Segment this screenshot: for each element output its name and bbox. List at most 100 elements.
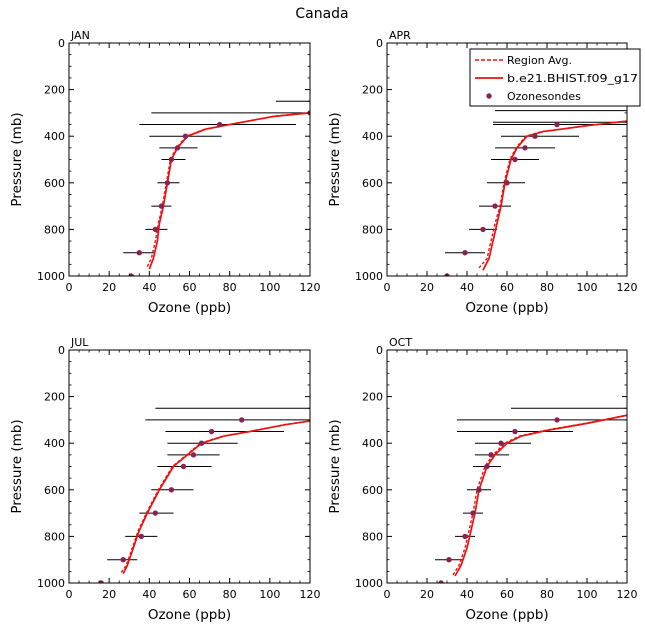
legend-region-avg-label: Region Avg. [507, 54, 572, 67]
region-avg-line [478, 120, 627, 269]
ozonesonde-point [498, 440, 504, 446]
x-tick-label: 60 [183, 281, 197, 294]
x-tick-label: 20 [420, 588, 434, 601]
plot-frame [68, 42, 311, 277]
figure-title: Canada [295, 6, 348, 22]
y-tick-label: 400 [362, 130, 383, 143]
ozonesonde-point [462, 250, 468, 256]
panel-oct: 0 20 40 60 80 100 120 0 200 400 600 800 1000 OCT Ozone… [327, 336, 638, 623]
panel-apr: 0 20 40 60 80 100 120 0 200 400 600 800 1000 APR Ozone… [327, 29, 638, 316]
y-tick-label: 200 [362, 391, 383, 404]
x-tick-label: 120 [617, 588, 638, 601]
y-axis-label: Pressure (mb) [9, 419, 25, 513]
x-tick-label: 0 [66, 281, 73, 294]
region-avg-line [120, 420, 310, 573]
y-tick-label: 0 [58, 37, 65, 50]
x-tick-label: 100 [259, 281, 280, 294]
plot-area [425, 407, 627, 583]
ozonesonde-point [98, 580, 104, 583]
model-line [122, 420, 310, 575]
ozonesonde-point [152, 226, 159, 233]
legend-model-label: b.e21.BHIST.f09_g17 [507, 72, 638, 85]
x-tick-label: 40 [460, 588, 474, 601]
legend: Region Avg. b.e21.BHIST.f09_g17 Ozonesonde… [469, 48, 641, 107]
panel-jan: 0 20 40 60 80 100 120 0 200 400 600 800 1000 JAN Ozone… [9, 29, 321, 316]
y-tick-label: 800 [362, 223, 383, 236]
ozonesonde-point [446, 557, 452, 563]
panel-jul: 0 20 40 60 80 100 120 0 200 400 600 800 1000 JUL Ozone… [9, 336, 321, 623]
y-tick-label: 1000 [37, 270, 65, 283]
y-tick-label: 0 [376, 344, 383, 357]
x-tick-label: 100 [577, 281, 598, 294]
ozonesonde-point [554, 417, 560, 423]
ozonesonde-point [492, 203, 498, 209]
y-tick-label: 600 [44, 484, 65, 497]
plot-area [85, 407, 310, 583]
ozonesonde-point [208, 428, 215, 435]
x-tick-label: 120 [617, 281, 638, 294]
ozonesonde-point [504, 180, 510, 186]
y-tick-label: 1000 [355, 270, 383, 283]
plot-frame [386, 349, 628, 584]
x-axis-label: Ozone (ppb) [148, 300, 231, 316]
ozonesonde-point [480, 226, 486, 233]
y-axis-label: Pressure (mb) [327, 112, 343, 206]
x-tick-label: 80 [223, 588, 237, 601]
x-tick-label: 60 [183, 588, 197, 601]
region-avg-line [452, 414, 627, 576]
ozonesonde-point [168, 156, 175, 163]
ozonesonde-point [470, 510, 476, 516]
ozonesonde-point [239, 417, 245, 423]
y-tick-label: 800 [362, 530, 383, 543]
ozonesonde-point [168, 487, 175, 493]
ozonesonde-point [158, 203, 165, 209]
x-tick-label: 120 [300, 281, 321, 294]
legend-obs-label: Ozonesondes [507, 90, 581, 103]
ozonesonde-point [164, 180, 171, 186]
x-axis-label: Ozone (ppb) [465, 607, 548, 623]
ozonesonde-point [512, 428, 518, 435]
model-line [482, 120, 627, 271]
ozonesonde-point [136, 250, 142, 256]
x-tick-label: 80 [540, 281, 554, 294]
x-tick-label: 80 [540, 588, 554, 601]
y-axis-label: Pressure (mb) [9, 112, 25, 206]
x-tick-label: 40 [142, 588, 156, 601]
x-tick-label: 60 [500, 588, 514, 601]
x-axis-label: Ozone (ppb) [148, 607, 231, 623]
panel-title: OCT [389, 336, 412, 349]
x-tick-label: 100 [259, 588, 280, 601]
ozonesonde-point [512, 156, 518, 163]
y-axis-label: Pressure (mb) [327, 419, 343, 513]
ozonesonde-point [182, 133, 189, 139]
plot-area [121, 100, 310, 276]
ozonesonde-point [532, 133, 538, 139]
x-tick-label: 40 [142, 281, 156, 294]
x-tick-label: 120 [300, 588, 321, 601]
y-tick-label: 400 [44, 130, 65, 143]
y-tick-label: 800 [44, 223, 65, 236]
x-tick-label: 0 [66, 588, 73, 601]
y-tick-label: 600 [362, 177, 383, 190]
ozonesonde-point [198, 440, 205, 446]
y-tick-label: 1000 [37, 577, 65, 590]
y-tick-label: 200 [44, 84, 65, 97]
y-tick-label: 800 [44, 530, 65, 543]
ozonesonde-point [120, 557, 126, 563]
y-tick-label: 400 [44, 437, 65, 450]
x-tick-label: 0 [384, 588, 391, 601]
model-line [454, 414, 627, 577]
ozonesonde-point [462, 533, 468, 540]
x-tick-label: 60 [500, 281, 514, 294]
panels: 0 20 40 60 80 100 12002004006008001000JANOzone… [9, 29, 641, 623]
ozonesonde-point [128, 273, 134, 276]
ozonesonde-point [174, 145, 181, 151]
ozonesonde-point [484, 463, 490, 470]
ozonesonde-point [488, 452, 494, 458]
y-tick-label: 400 [362, 437, 383, 450]
legend-obs-swatch [486, 93, 492, 99]
y-tick-label: 0 [58, 344, 65, 357]
x-tick-label: 20 [102, 281, 116, 294]
x-axis-label: Ozone (ppb) [465, 300, 548, 316]
